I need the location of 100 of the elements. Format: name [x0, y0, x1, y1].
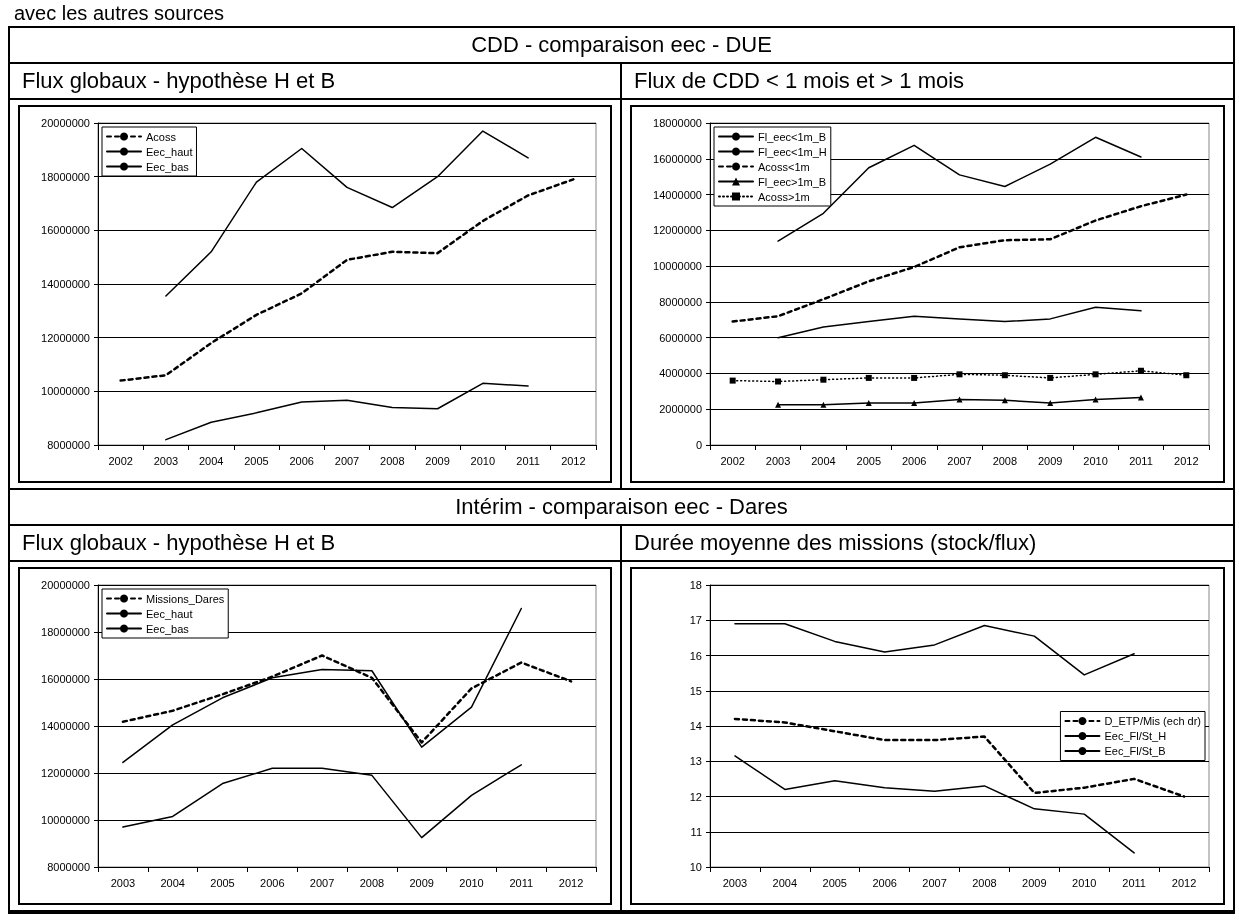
point — [911, 399, 918, 406]
point — [1047, 399, 1054, 406]
x-tick-label: 2008 — [992, 454, 1018, 467]
x-tick-label: 2005 — [856, 454, 882, 467]
point — [775, 378, 782, 385]
legend-label: Acoss — [146, 130, 177, 143]
legend-label: D_ETP/Mis (ech dr) — [1104, 715, 1202, 727]
point — [820, 401, 827, 408]
y-tick-label: 6000000 — [659, 331, 702, 344]
x-tick-label: 2012 — [558, 876, 584, 889]
legend-label: Acoss>1m — [758, 190, 810, 203]
x-tick-label: 2004 — [772, 876, 798, 889]
y-tick-label: 20000000 — [41, 117, 90, 129]
y-tick-label: 12000000 — [41, 331, 90, 344]
x-tick-label: 2011 — [509, 876, 534, 889]
point — [956, 371, 963, 378]
legend-label: Eec_haut — [146, 145, 193, 158]
x-tick-label: 2007 — [334, 454, 360, 467]
x-tick-label: 2006 — [260, 876, 285, 889]
y-tick-label: 13 — [689, 755, 702, 768]
point — [956, 396, 963, 403]
point — [865, 374, 872, 381]
y-tick-label: 16000000 — [653, 152, 702, 165]
legend-label: Eec_Fl/St_B — [1104, 745, 1166, 757]
x-tick-label: 2004 — [160, 876, 185, 889]
y-tick-label: 16 — [689, 649, 702, 662]
y-tick-label: 8000000 — [47, 861, 90, 873]
y-tick-label: 2000000 — [659, 403, 702, 416]
x-tick-label: 2009 — [409, 876, 434, 889]
x-tick-label: 2007 — [947, 454, 972, 467]
y-tick-label: 14000000 — [41, 278, 90, 290]
x-tick-label: 2007 — [309, 876, 335, 889]
point — [1183, 372, 1190, 379]
x-tick-label: 2004 — [198, 454, 224, 467]
point — [1001, 372, 1008, 379]
x-tick-label: 2004 — [811, 454, 836, 467]
x-tick-label: 2012 — [1174, 454, 1199, 467]
y-tick-label: 18 — [689, 579, 702, 591]
legend-label: Fl_eec<1m_H — [758, 145, 827, 158]
x-tick-label: 2008 — [359, 876, 385, 889]
x-tick-label: 2008 — [380, 454, 405, 467]
x-tick-label: 2007 — [922, 876, 947, 889]
y-tick-label: 12 — [689, 790, 702, 803]
y-tick-label: 8000000 — [659, 295, 702, 308]
point — [729, 377, 736, 384]
x-tick-label: 2005 — [822, 876, 847, 889]
x-tick-label: 2008 — [972, 876, 997, 889]
y-tick-label: 10000000 — [653, 260, 702, 273]
x-tick-label: 2009 — [1022, 876, 1047, 889]
x-tick-label: 2011 — [516, 454, 540, 467]
point — [1092, 371, 1099, 378]
x-tick-label: 2005 — [244, 454, 269, 467]
x-tick-label: 2006 — [872, 876, 897, 889]
x-tick-label: 2003 — [722, 876, 748, 889]
chart-title: Flux globaux - hypothèse H et B — [10, 526, 622, 562]
legend-label: Eec_Fl/St_H — [1104, 730, 1167, 742]
y-tick-label: 20000000 — [41, 579, 90, 591]
y-tick-label: 18000000 — [653, 117, 702, 129]
y-tick-label: 17 — [689, 614, 702, 627]
legend-label: Eec_bas — [146, 160, 190, 173]
legend-label: Missions_Dares — [146, 592, 225, 605]
x-tick-label: 2002 — [108, 454, 133, 467]
y-tick-label: 16000000 — [41, 224, 90, 237]
y-tick-label: 10000000 — [41, 385, 90, 398]
y-tick-label: 0 — [695, 439, 702, 451]
x-tick-label: 2006 — [901, 454, 927, 467]
y-tick-label: 14000000 — [41, 720, 90, 732]
y-tick-label: 11 — [690, 825, 702, 838]
chart-title: Flux globaux - hypothèse H et B — [10, 64, 622, 100]
chart-subtitle: Intérim - comparaison eec - Dares — [10, 490, 1233, 526]
chart-subtitle: CDD - comparaison eec - DUE — [10, 28, 1233, 64]
point — [1137, 367, 1144, 374]
y-tick-label: 18000000 — [41, 626, 90, 638]
point — [911, 374, 918, 381]
chart-title: Durée moyenne des missions (stock/flux) — [622, 526, 1233, 562]
y-tick-label: 14 — [689, 720, 702, 732]
x-tick-label: 2010 — [470, 454, 496, 467]
x-tick-label: 2002 — [720, 454, 745, 467]
y-tick-label: 4000000 — [659, 367, 702, 380]
y-tick-label: 18000000 — [41, 170, 90, 183]
x-tick-label: 2011 — [1122, 876, 1146, 889]
x-tick-label: 2010 — [459, 876, 484, 889]
y-tick-label: 14000000 — [653, 188, 702, 201]
legend-label: Eec_haut — [146, 607, 193, 620]
y-tick-label: 15 — [689, 684, 702, 697]
y-tick-label: 10000000 — [41, 814, 90, 826]
x-tick-label: 2012 — [561, 454, 586, 467]
y-tick-label: 12000000 — [653, 224, 702, 237]
chart-title: Flux de CDD < 1 mois et > 1 mois — [622, 64, 1233, 100]
x-tick-label: 2003 — [153, 454, 179, 467]
x-tick-label: 2012 — [1171, 876, 1197, 889]
legend-label: Fl_eec>1m_B — [758, 175, 827, 188]
point — [1047, 374, 1054, 381]
legend-label: Eec_bas — [146, 622, 190, 635]
x-tick-label: 2003 — [110, 876, 136, 889]
text: avec les autres sources — [14, 1, 225, 25]
x-tick-label: 2011 — [1129, 454, 1153, 467]
point — [865, 399, 872, 406]
x-tick-label: 2009 — [1037, 454, 1063, 467]
point — [1137, 394, 1144, 401]
